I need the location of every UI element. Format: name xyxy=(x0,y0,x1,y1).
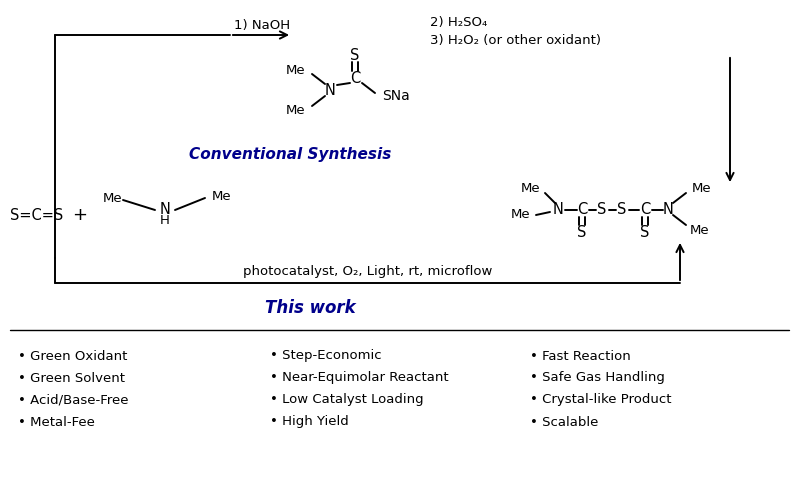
Text: C: C xyxy=(640,203,650,217)
Text: S=C=S: S=C=S xyxy=(10,207,63,222)
Text: • Low Catalyst Loading: • Low Catalyst Loading xyxy=(270,393,423,406)
Text: • Scalable: • Scalable xyxy=(530,415,598,428)
Text: • Step-Economic: • Step-Economic xyxy=(270,349,382,362)
Text: S: S xyxy=(640,225,650,239)
Text: Me: Me xyxy=(102,192,122,205)
Text: +: + xyxy=(72,206,87,224)
Text: • Crystal-like Product: • Crystal-like Product xyxy=(530,393,671,406)
Text: N: N xyxy=(160,203,170,217)
Text: Me: Me xyxy=(212,189,232,203)
Text: Me: Me xyxy=(692,183,712,196)
Text: • Green Solvent: • Green Solvent xyxy=(18,371,125,384)
Text: 2) H₂SO₄: 2) H₂SO₄ xyxy=(430,15,487,29)
Text: S: S xyxy=(598,203,606,217)
Text: photocatalyst, O₂, Light, rt, microflow: photocatalyst, O₂, Light, rt, microflow xyxy=(244,265,493,279)
Text: N: N xyxy=(662,203,674,217)
Text: Me: Me xyxy=(285,104,305,117)
Text: SNa: SNa xyxy=(382,89,410,103)
Text: C: C xyxy=(577,203,587,217)
Text: • Metal-Fee: • Metal-Fee xyxy=(18,415,95,428)
Text: • Safe Gas Handling: • Safe Gas Handling xyxy=(530,371,665,384)
Text: • Green Oxidant: • Green Oxidant xyxy=(18,349,127,362)
Text: S: S xyxy=(618,203,626,217)
Text: Conventional Synthesis: Conventional Synthesis xyxy=(189,148,392,163)
Text: N: N xyxy=(324,83,336,98)
Text: • Fast Reaction: • Fast Reaction xyxy=(530,349,630,362)
Text: 3) H₂O₂ (or other oxidant): 3) H₂O₂ (or other oxidant) xyxy=(430,33,601,46)
Text: • Near-Equimolar Reactant: • Near-Equimolar Reactant xyxy=(270,371,448,384)
Text: Me: Me xyxy=(511,208,530,221)
Text: This work: This work xyxy=(264,299,356,317)
Text: Me: Me xyxy=(285,64,305,76)
Text: 1) NaOH: 1) NaOH xyxy=(234,19,290,32)
Text: Me: Me xyxy=(520,182,540,195)
Text: N: N xyxy=(553,203,563,217)
Text: S: S xyxy=(350,47,360,63)
Text: • High Yield: • High Yield xyxy=(270,415,348,428)
Text: S: S xyxy=(578,225,586,239)
Text: H: H xyxy=(160,214,170,227)
Text: Me: Me xyxy=(690,224,710,237)
Text: C: C xyxy=(350,70,360,86)
Text: • Acid/Base-Free: • Acid/Base-Free xyxy=(18,393,129,406)
